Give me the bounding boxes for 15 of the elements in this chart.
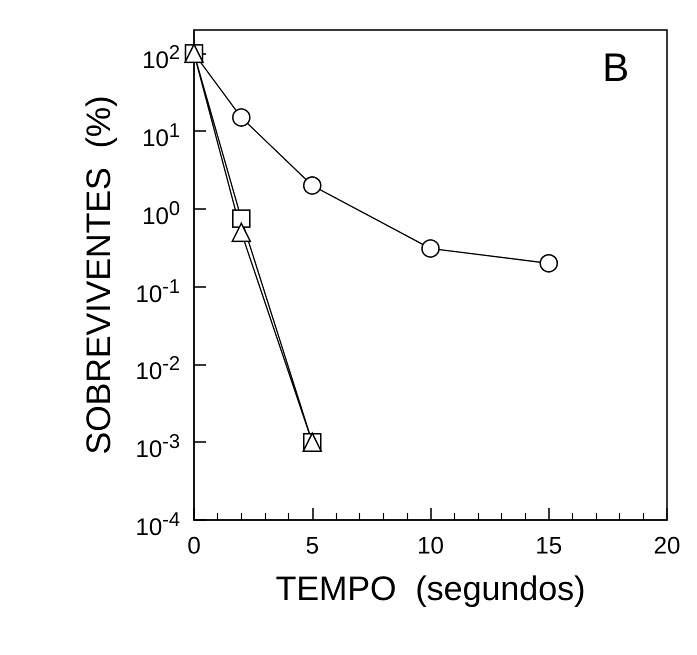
x-tick-label: 15 [535, 532, 562, 560]
y-tick-label: 10$^{-1}$ [136, 274, 180, 309]
x-tick-label: 5 [306, 532, 319, 560]
y-tick-label: 10$^{-2}$ [136, 352, 180, 386]
x-axis-title: TEMPO (segundos) [276, 570, 586, 608]
x-tick-label: 10 [417, 532, 444, 560]
y-tick-label: 10$^{1}$ [142, 119, 180, 154]
y-axis-title: SOBREVIVENTES (%) [80, 96, 118, 454]
y-tick-label: 10$^{0}$ [142, 196, 180, 231]
x-tick-label: 0 [187, 532, 201, 560]
annotation: B [602, 46, 630, 90]
y-tick-label: 10$^{-3}$ [136, 430, 180, 464]
y-tick-label: 10$^{2}$ [142, 41, 180, 76]
y-tick-label: 10$^{-4}$ [136, 508, 180, 542]
x-tick-label: 20 [654, 532, 680, 560]
